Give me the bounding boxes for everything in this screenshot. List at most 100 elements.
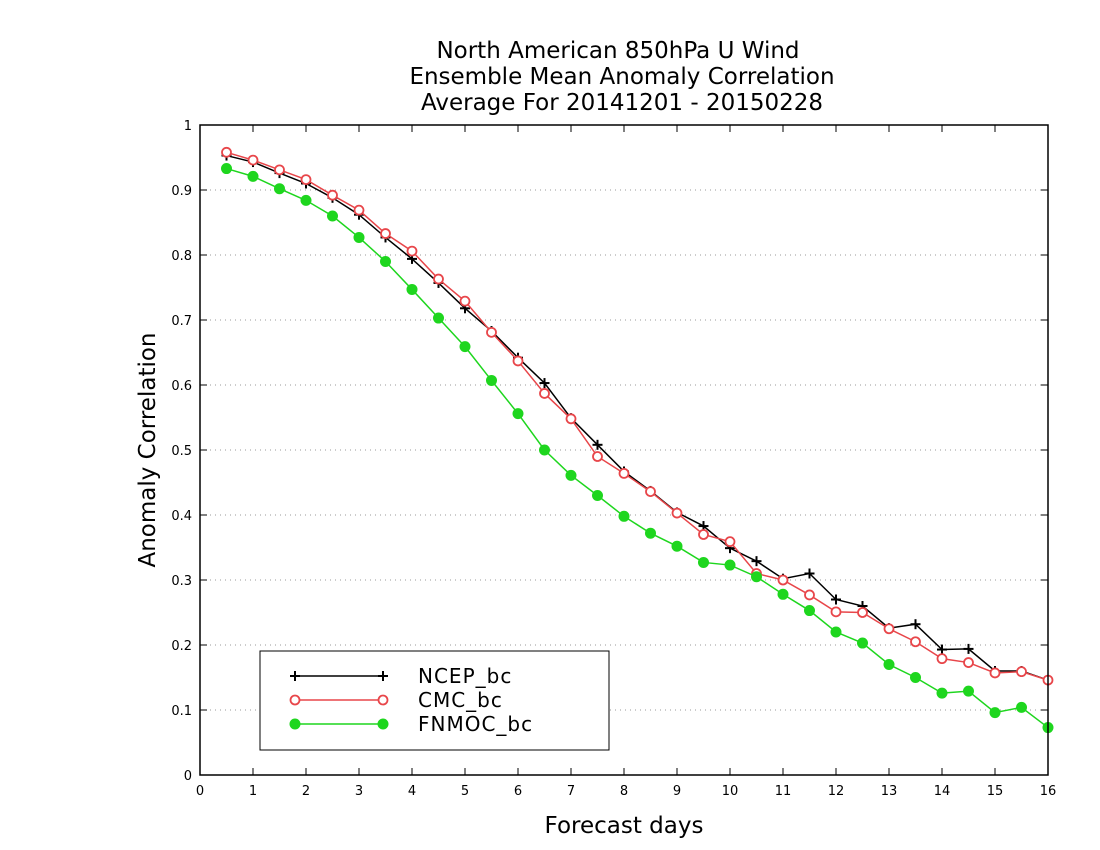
data-point: [353, 231, 365, 243]
data-point: [512, 355, 524, 367]
x-tick-label: 8: [620, 784, 628, 799]
series-NCEP_bc: [221, 150, 1053, 686]
data-point: [433, 312, 444, 324]
data-point: [751, 556, 762, 567]
title-line-3: Average For 20141201 - 20150228: [421, 90, 823, 116]
data-point: [936, 687, 948, 699]
x-tick-label: 11: [775, 784, 792, 799]
data-point: [910, 619, 921, 630]
chart-title: North American 850hPa U Wind Ensemble Me…: [409, 38, 834, 116]
series-FNMOC_bc: [221, 163, 1054, 734]
data-point: [724, 559, 736, 571]
data-point: [327, 189, 338, 201]
x-tick-labels: 0 1 2 3 4 5 6 7 8 9 10 11 12 13 14 15 16: [196, 784, 1056, 799]
data-point: [857, 637, 868, 649]
x-axis-title: Forecast days: [545, 813, 704, 839]
x-tick-label: 0: [196, 784, 204, 799]
y-tick-label: 0.9: [171, 184, 192, 199]
grid-lines: [200, 189, 1048, 711]
data-point: [910, 636, 921, 648]
y-tick-label: 0.3: [171, 574, 192, 589]
y-tick-label: 0.6: [171, 379, 192, 394]
x-tick-label: 10: [722, 784, 739, 799]
data-point: [565, 413, 577, 425]
data-point: [645, 527, 656, 539]
data-point: [777, 574, 789, 586]
legend-marker-end: [377, 718, 389, 730]
data-point: [936, 653, 948, 665]
y-tick-label: 0.1: [171, 704, 192, 719]
x-tick-label: 16: [1040, 784, 1057, 799]
data-point: [910, 672, 921, 683]
data-point: [830, 606, 842, 618]
data-point: [300, 194, 312, 206]
data-point: [247, 154, 259, 166]
x-tick-label: 3: [355, 784, 363, 799]
data-point: [274, 183, 285, 195]
data-point: [645, 486, 656, 498]
x-tick-label: 6: [514, 784, 522, 799]
data-point: [1016, 666, 1027, 678]
y-tick-label: 0.5: [171, 444, 192, 459]
data-point: [724, 536, 736, 548]
data-point: [459, 341, 471, 353]
data-point: [221, 163, 232, 175]
data-point: [937, 644, 947, 655]
axis-ticks: [199, 124, 1049, 776]
series-CMC_bc: [221, 146, 1054, 686]
data-point: [592, 439, 603, 450]
y-tick-label: 0: [184, 769, 192, 784]
data-point: [883, 659, 895, 670]
data-point: [327, 210, 338, 222]
data-point: [698, 529, 709, 540]
data-point: [751, 571, 762, 583]
legend-marker-start: [289, 718, 301, 730]
data-point: [539, 388, 550, 399]
x-tick-label: 9: [673, 784, 681, 799]
data-point: [857, 607, 868, 618]
y-tick-label: 1: [184, 119, 192, 134]
data-point: [539, 444, 550, 456]
data-point: [831, 594, 841, 605]
data-point: [989, 667, 1001, 679]
y-tick-label: 0.4: [171, 509, 192, 524]
x-tick-label: 4: [408, 784, 416, 799]
data-point: [221, 146, 232, 158]
y-tick-labels: 0 0.1 0.2 0.3 0.4 0.5 0.6 0.7 0.8 0.9 1: [171, 119, 192, 784]
data-point: [433, 273, 444, 285]
data-point: [486, 326, 497, 338]
legend-marker-start: [290, 671, 300, 681]
y-axis-title: Anomaly Correlation: [135, 332, 161, 567]
y-tick-label: 0.8: [171, 249, 192, 264]
data-point: [698, 556, 709, 568]
x-tick-label: 13: [881, 784, 898, 799]
data-point: [406, 283, 418, 295]
series-line: [226, 151, 1049, 681]
data-point: [963, 685, 974, 697]
data-point: [406, 245, 418, 257]
data-point: [353, 204, 365, 216]
x-tick-label: 2: [302, 784, 310, 799]
title-line-1: North American 850hPa U Wind: [436, 38, 799, 64]
data-point: [804, 568, 815, 579]
x-tick-label: 14: [934, 784, 951, 799]
legend-marker-end: [378, 671, 388, 681]
data-point: [247, 170, 259, 182]
legend-label: FNMOC_bc: [418, 712, 533, 736]
legend-marker-end: [377, 694, 389, 706]
x-tick-label: 1: [249, 784, 257, 799]
data-point: [618, 510, 630, 522]
data-point: [671, 540, 683, 552]
data-point: [1016, 701, 1027, 713]
data-point: [565, 469, 577, 481]
x-tick-label: 5: [461, 784, 469, 799]
legend-marker-start: [289, 694, 301, 706]
data-point: [963, 643, 974, 654]
data-point: [618, 467, 630, 479]
data-point: [380, 256, 391, 267]
y-tick-label: 0.7: [171, 314, 192, 329]
data-point: [486, 374, 497, 386]
data-point: [989, 707, 1001, 719]
